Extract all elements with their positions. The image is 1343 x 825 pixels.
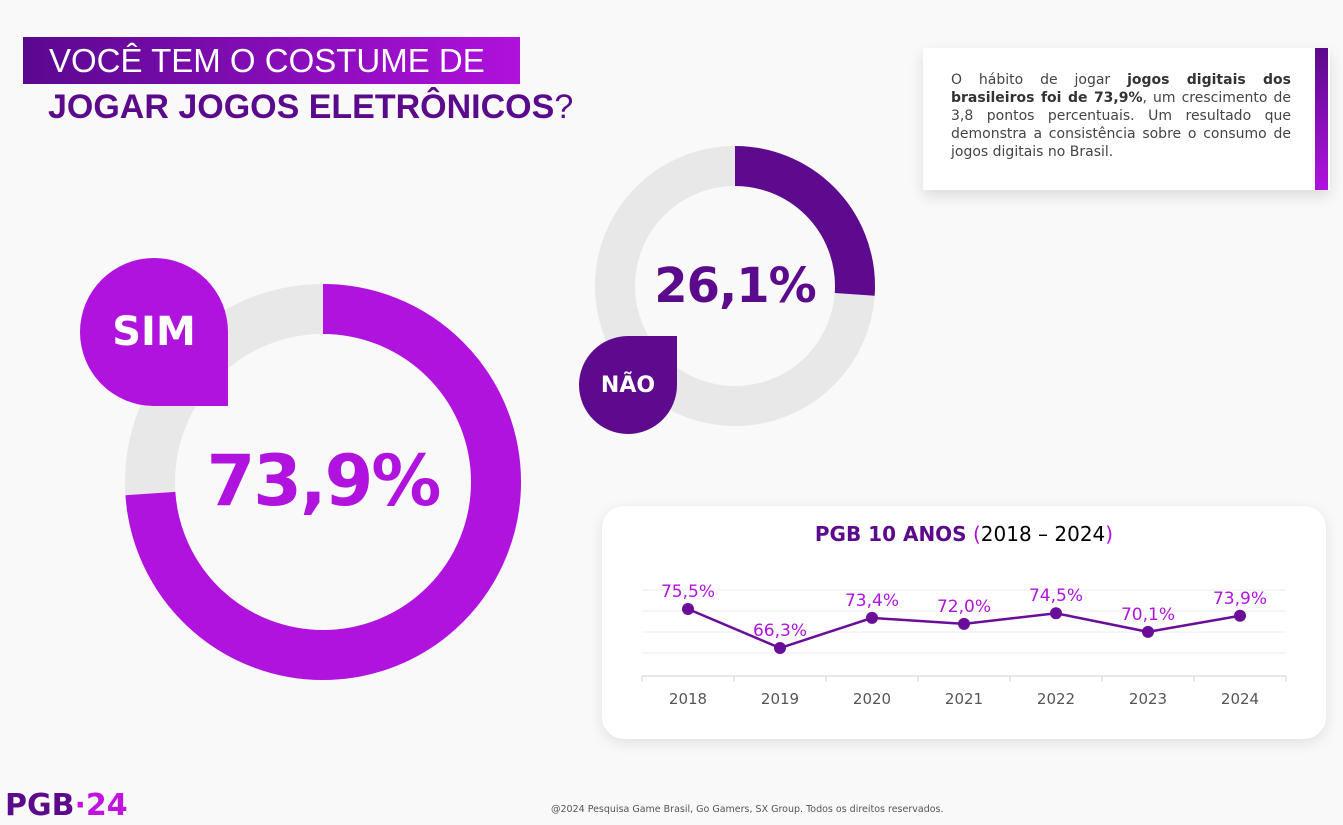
pgb-logo: PGB·24	[5, 788, 128, 823]
data-point	[1142, 625, 1154, 638]
data-point	[1050, 607, 1062, 620]
history-chart-card: PGB 10 ANOS (2018 – 2024) 75,5% 2018 66,3%…	[602, 506, 1326, 739]
sim-donut-arc	[125, 284, 521, 680]
x-tick-label: 2018	[669, 690, 707, 708]
line-chart: 75,5% 2018 66,3% 2019 73,4% 2020 72,0% 2021 74,5…	[641, 582, 1287, 708]
data-point	[1234, 609, 1246, 622]
note-accent-bar	[1315, 48, 1328, 190]
nao-badge: NÃO	[579, 336, 677, 434]
data-label: 70,1%	[1121, 605, 1175, 625]
sim-donut	[125, 284, 521, 680]
data-label: 73,9%	[1213, 589, 1267, 609]
info-note: O hábito de jogar jogos digitais dos bra…	[923, 48, 1330, 190]
copyright: @2024 Pesquisa Game Brasil, Go Gamers, S…	[551, 804, 944, 815]
note-text: O hábito de jogar jogos digitais dos bra…	[951, 72, 1291, 160]
data-point	[774, 642, 786, 655]
data-point	[682, 603, 694, 615]
sim-badge: SIM	[80, 258, 228, 406]
x-tick-label: 2019	[761, 690, 799, 708]
data-label: 66,3%	[753, 621, 807, 641]
data-label: 75,5%	[661, 582, 715, 602]
data-point	[958, 617, 970, 630]
sim-value: 73,9%	[206, 440, 442, 522]
x-tick-label: 2023	[1129, 690, 1167, 708]
title-line-2: JOGAR JOGOS ELETRÔNICOS?	[48, 88, 574, 126]
chart-title: PGB 10 ANOS (2018 – 2024)	[814, 522, 1114, 546]
data-point	[866, 611, 878, 624]
data-label: 73,4%	[845, 591, 899, 611]
nao-donut-arc	[595, 146, 875, 426]
x-tick-label: 2022	[1037, 690, 1075, 708]
x-tick-label: 2021	[945, 690, 983, 708]
data-label: 74,5%	[1029, 586, 1083, 606]
x-tick-label: 2024	[1221, 690, 1259, 708]
title-line-1: VOCÊ TEM O COSTUME DE	[49, 42, 485, 79]
nao-value: 26,1%	[654, 258, 817, 314]
x-tick-label: 2020	[853, 690, 891, 708]
title-banner: VOCÊ TEM O COSTUME DE	[23, 37, 520, 84]
nao-donut	[595, 146, 875, 426]
data-label: 72,0%	[937, 597, 991, 617]
